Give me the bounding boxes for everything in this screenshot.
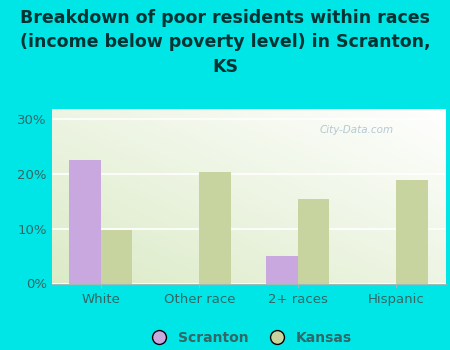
- Text: (income below poverty level) in Scranton,: (income below poverty level) in Scranton…: [20, 33, 430, 51]
- Bar: [69, 160, 101, 284]
- Bar: [101, 230, 132, 284]
- Bar: [199, 173, 231, 284]
- Text: KS: KS: [212, 58, 238, 76]
- Text: City-Data.com: City-Data.com: [320, 125, 394, 134]
- Text: Breakdown of poor residents within races: Breakdown of poor residents within races: [20, 9, 430, 27]
- Bar: [298, 199, 329, 284]
- Bar: [396, 180, 428, 284]
- Bar: [266, 256, 298, 284]
- Legend: Scranton, Kansas: Scranton, Kansas: [140, 326, 358, 350]
